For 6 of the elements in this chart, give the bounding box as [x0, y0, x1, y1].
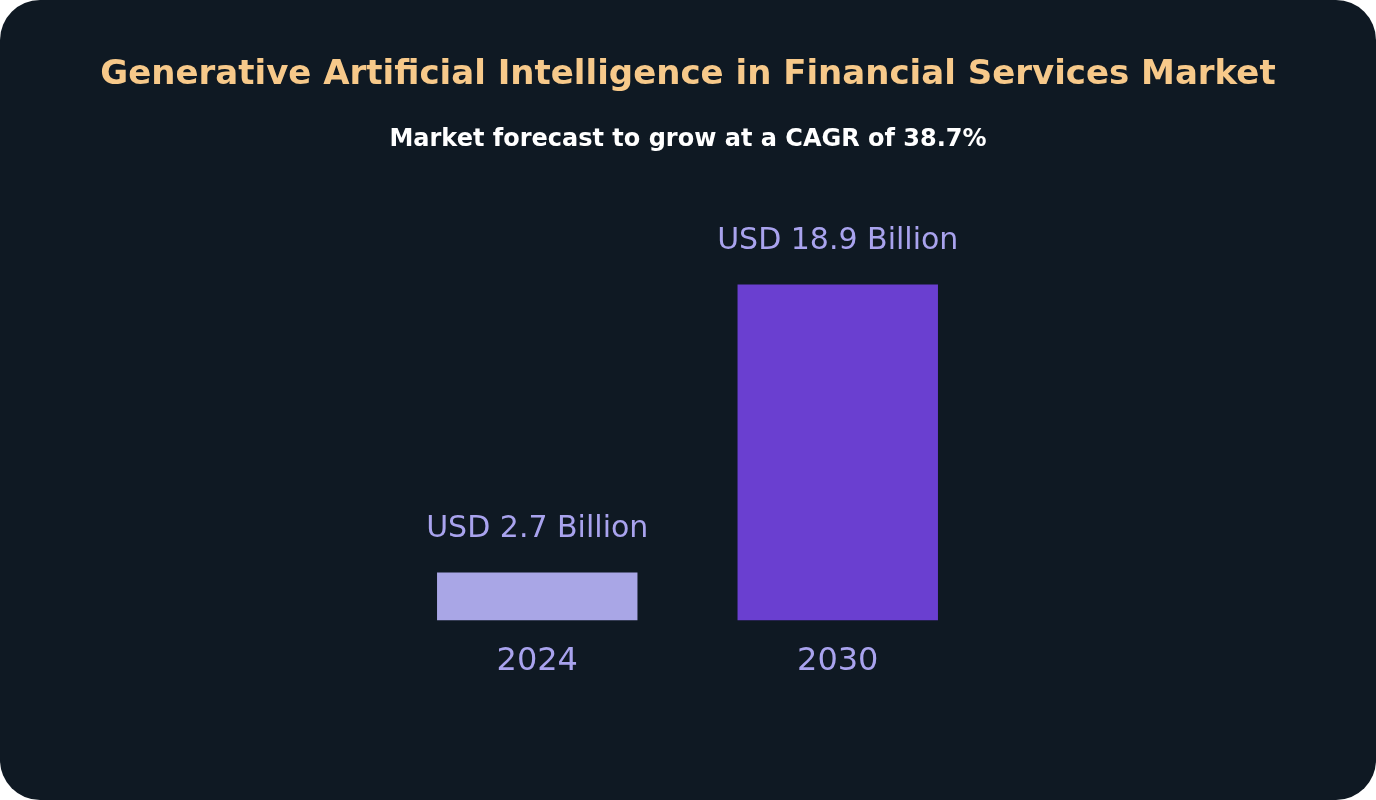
chart-title: Generative Artificial Intelligence in Financial Services Market	[99, 52, 1277, 92]
data-label: USD 2.7 Billion	[426, 509, 649, 545]
data-label: USD 18.9 Billion	[717, 221, 959, 257]
x-tick-label: 2030	[797, 640, 879, 679]
x-tick-label: 2024	[496, 640, 578, 679]
chart-subtitle: Market forecast to grow at a CAGR of 38.7%	[388, 124, 988, 152]
